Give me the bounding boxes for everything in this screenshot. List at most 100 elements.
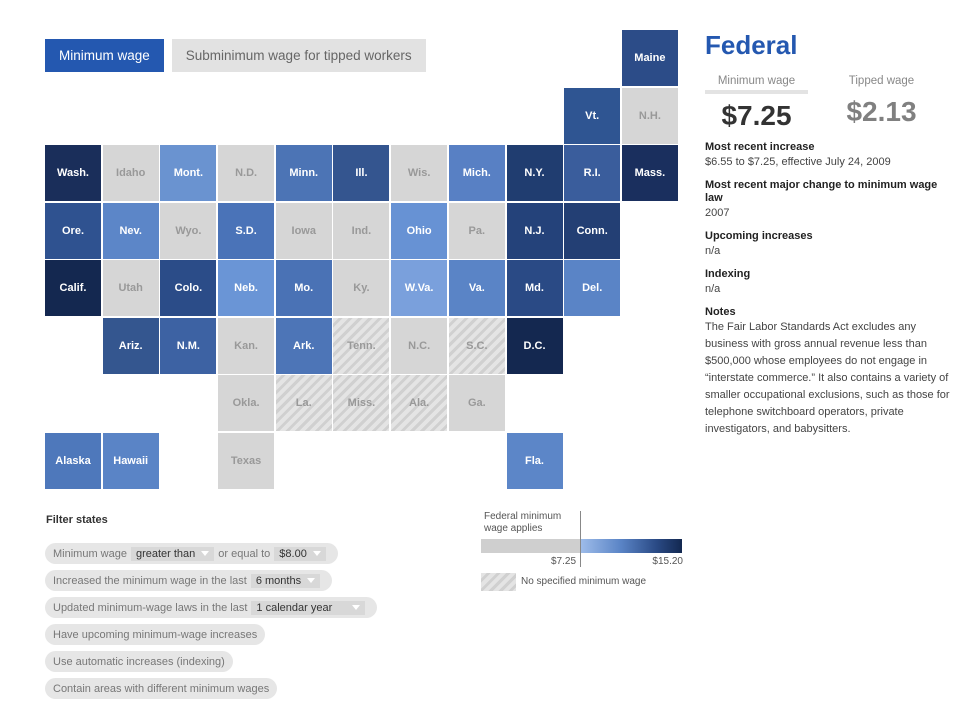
legend-none-label: No specified minimum wage	[521, 576, 647, 587]
state-tile[interactable]: Mont.	[160, 145, 217, 201]
legend-federal-label: Federal minimum wage applies	[484, 511, 562, 534]
filter-different-wages[interactable]: Contain areas with different minimum wag…	[45, 678, 278, 699]
section-heading: Most recent increase	[705, 141, 815, 153]
filter-text: Updated minimum-wage laws in the last	[53, 601, 248, 614]
state-tile[interactable]: Okla.	[218, 375, 275, 431]
detail-panel: Federal Minimum wage $7.25 Tipped wage $…	[705, 30, 955, 438]
state-tile[interactable]: Mass.	[621, 145, 678, 201]
state-tile[interactable]: Ind.	[333, 202, 390, 259]
state-tile[interactable]: Minn.	[275, 145, 332, 201]
legend-high-label: $15.20	[652, 556, 683, 567]
state-tile[interactable]: Va.	[448, 260, 505, 316]
state-tile[interactable]: Mo.	[275, 260, 332, 316]
tab-tipped-wage[interactable]: Subminimum wage for tipped workers	[171, 39, 426, 72]
state-tile[interactable]: S.D.	[218, 202, 275, 259]
state-tile[interactable]: Maine	[621, 30, 678, 86]
filter-indexing[interactable]: Use automatic increases (indexing)	[45, 651, 233, 672]
state-tile[interactable]: Wis.	[391, 145, 448, 201]
state-tile[interactable]: Tenn.	[333, 317, 390, 374]
state-tile[interactable]: Pa.	[448, 202, 505, 259]
comparison-select[interactable]: greater than	[130, 546, 215, 561]
state-tile[interactable]: Fla.	[506, 432, 563, 489]
state-tile[interactable]: Neb.	[218, 260, 275, 316]
tipped-wage-value: $2.13	[846, 96, 917, 127]
state-tile[interactable]: N.H.	[621, 87, 678, 144]
state-tile[interactable]: Ill.	[333, 145, 390, 201]
filter-text: Minimum wage	[53, 547, 127, 560]
section-text: n/a	[705, 283, 721, 295]
detail-section: Notes The Fair Labor Standards Act exclud…	[705, 306, 955, 438]
state-tile[interactable]: N.D.	[218, 145, 275, 201]
filter-upcoming[interactable]: Have upcoming minimum-wage increases	[45, 624, 266, 645]
state-tile[interactable]: Ore.	[45, 202, 101, 259]
state-tile[interactable]: Hawaii	[102, 432, 159, 489]
filter-updated-laws[interactable]: Updated minimum-wage laws in the last 1 c…	[45, 597, 378, 618]
state-tile[interactable]: Miss.	[333, 375, 390, 431]
state-tile[interactable]: Utah	[102, 260, 159, 316]
state-tile[interactable]: Wash.	[45, 145, 101, 201]
filter-list: Minimum wage greater than or equal to $8.00…	[45, 543, 378, 705]
section-text: n/a	[705, 245, 721, 257]
detail-section: Most recent major change to minimum wage…	[705, 179, 955, 221]
state-tile[interactable]: Wyo.	[160, 202, 217, 259]
state-tile[interactable]: Nev.	[102, 202, 159, 259]
state-tile[interactable]: Ala.	[391, 375, 448, 431]
chevron-down-icon	[352, 605, 361, 610]
state-tile[interactable]: R.I.	[564, 145, 621, 201]
detail-section: Upcoming increases n/a	[705, 230, 955, 259]
tab-minimum-wage[interactable]: Minimum wage	[45, 39, 164, 72]
state-tile[interactable]: Texas	[218, 432, 275, 489]
state-tile[interactable]: D.C.	[506, 317, 563, 374]
detail-section: Most recent increase $6.55 to $7.25, effe…	[705, 141, 955, 170]
tipped-wage-label: Tipped wage	[848, 75, 915, 87]
chevron-down-icon	[201, 551, 210, 556]
state-tile[interactable]: Colo.	[160, 260, 217, 316]
state-tile[interactable]: S.C.	[448, 317, 505, 374]
state-tile[interactable]: N.C.	[391, 317, 448, 374]
state-tile[interactable]: Idaho	[102, 145, 159, 201]
state-tile[interactable]: Iowa	[275, 202, 332, 259]
state-tile[interactable]: Md.	[506, 260, 563, 316]
section-heading: Notes	[705, 306, 736, 318]
section-heading: Indexing	[705, 268, 751, 280]
wage-select[interactable]: $8.00	[274, 546, 326, 561]
state-tile[interactable]: Ky.	[333, 260, 390, 316]
chevron-down-icon	[307, 578, 316, 583]
section-text: $6.55 to $7.25, effective July 24, 2009	[705, 156, 891, 168]
minimum-wage-toggle[interactable]: Minimum wage $7.25	[705, 75, 808, 132]
state-tile[interactable]: Ariz.	[102, 317, 159, 374]
state-tile[interactable]: Ark.	[275, 317, 332, 374]
filter-text: or equal to	[218, 547, 271, 560]
state-tile[interactable]: Calif.	[45, 260, 101, 316]
select-value: 6 months	[255, 574, 302, 587]
section-heading: Most recent major change to minimum wage…	[705, 179, 938, 204]
state-tile[interactable]: Mich.	[448, 145, 505, 201]
period-select[interactable]: 6 months	[250, 573, 321, 588]
state-tile[interactable]: Vt.	[564, 87, 621, 144]
state-tile[interactable]: Kan.	[218, 317, 275, 374]
state-tile[interactable]: N.Y.	[506, 145, 563, 201]
filter-text: Increased the minimum wage in the last	[53, 574, 247, 587]
state-tile[interactable]: Ohio	[391, 202, 448, 259]
state-tile[interactable]: Alaska	[45, 432, 101, 489]
chevron-down-icon	[312, 551, 321, 556]
period-select[interactable]: 1 calendar year	[251, 600, 366, 615]
hatch-swatch	[481, 573, 516, 591]
tipped-wage-toggle[interactable]: Tipped wage $2.13	[830, 75, 933, 132]
legend-gradient-bar	[481, 539, 682, 553]
section-text: 2007	[705, 207, 730, 219]
filter-minimum-wage[interactable]: Minimum wage greater than or equal to $8.00	[45, 543, 338, 564]
state-tile[interactable]: Del.	[564, 260, 621, 316]
filter-increased[interactable]: Increased the minimum wage in the last 6 …	[45, 570, 333, 591]
state-tile-map: Maine Vt. N.H. Wash. Idaho Mont. N.D. Mi…	[45, 30, 678, 489]
state-tile[interactable]: N.J.	[506, 202, 563, 259]
state-tile[interactable]: W.Va.	[391, 260, 448, 316]
state-tile[interactable]: La.	[275, 375, 332, 431]
state-tile[interactable]: Ga.	[448, 375, 505, 431]
state-tile[interactable]: N.M.	[160, 317, 217, 374]
detail-section: Indexing n/a	[705, 268, 955, 297]
select-value: 1 calendar year	[256, 601, 333, 614]
legend-divider	[580, 511, 581, 567]
state-tile[interactable]: Conn.	[564, 202, 621, 259]
minimum-wage-value: $7.25	[721, 100, 792, 131]
